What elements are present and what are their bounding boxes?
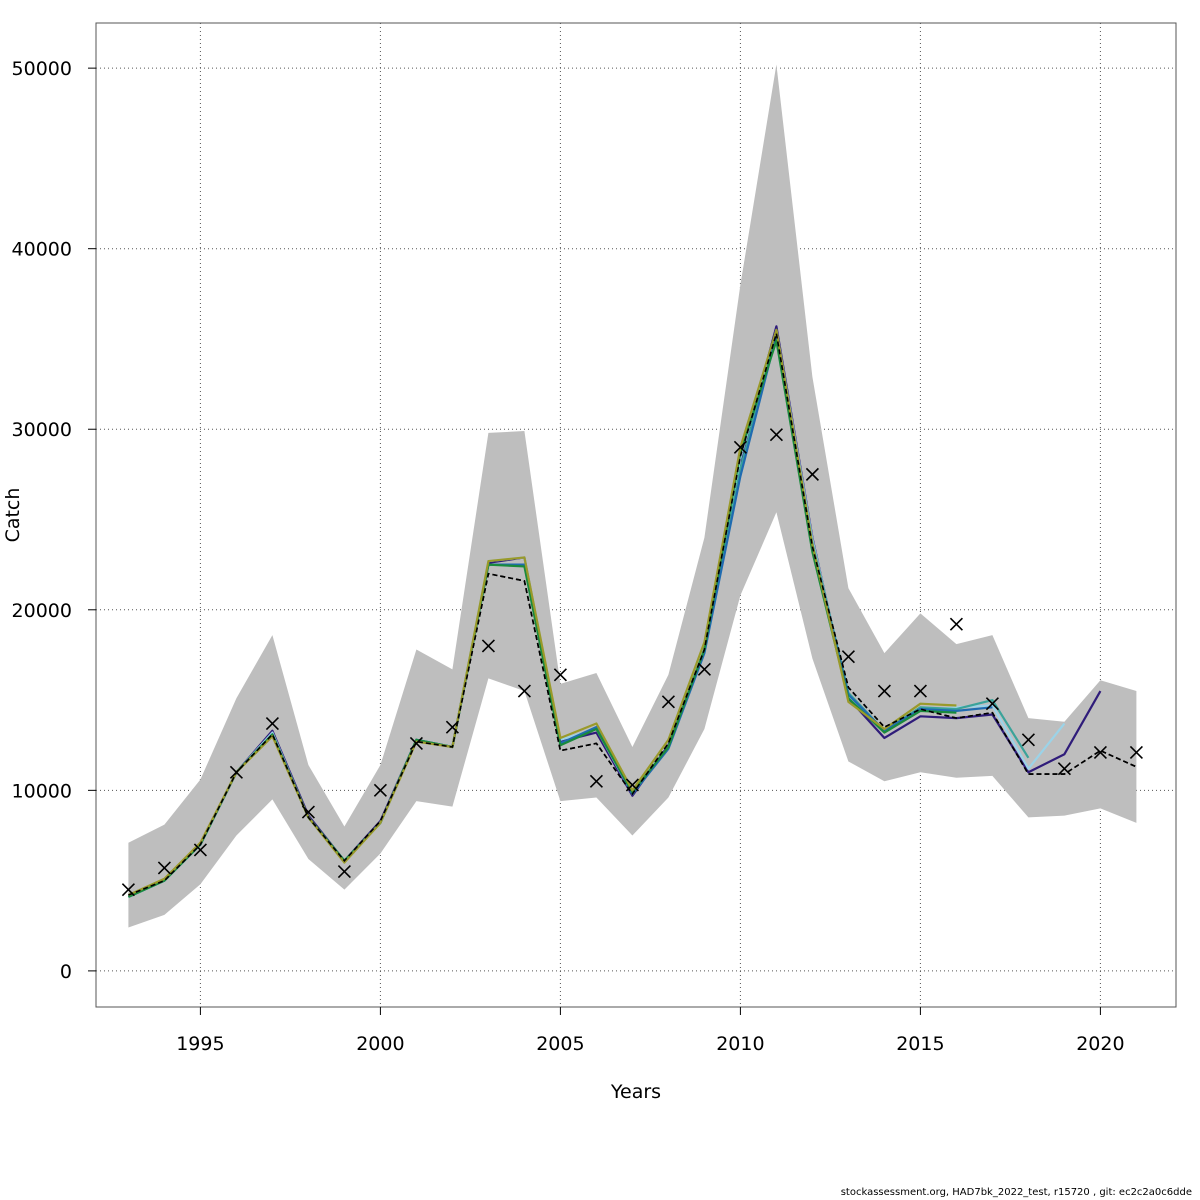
y-axis-title: Catch bbox=[2, 488, 24, 543]
x-tick-label: 2000 bbox=[356, 1033, 404, 1055]
y-tick-label: 40000 bbox=[12, 239, 72, 261]
observed-point bbox=[697, 662, 711, 676]
grid-lines bbox=[96, 23, 1176, 1007]
plot-frame bbox=[95, 22, 1177, 1008]
y-tick-label: 10000 bbox=[12, 780, 72, 802]
observed-point bbox=[157, 861, 171, 875]
observed-point bbox=[1093, 745, 1107, 759]
series-line-3 bbox=[127, 328, 1066, 897]
y-tick-label: 0 bbox=[60, 961, 72, 983]
observed-point bbox=[949, 617, 963, 631]
x-axis-ticks: 1995 2000 2005 2010 2015 2020 bbox=[176, 1007, 1125, 1055]
observed-point bbox=[301, 805, 315, 819]
observed-point bbox=[625, 778, 639, 792]
observed-point bbox=[841, 650, 855, 664]
observed-point bbox=[877, 684, 891, 698]
x-tick-label: 2015 bbox=[896, 1033, 944, 1055]
series-line-1-overlay bbox=[128, 333, 1137, 896]
observed-point bbox=[373, 783, 387, 797]
observed-point bbox=[193, 843, 207, 857]
observed-point bbox=[517, 684, 531, 698]
observed-point bbox=[121, 883, 135, 897]
observed-point bbox=[733, 440, 747, 454]
confidence-band bbox=[128, 64, 1137, 928]
observed-point bbox=[1057, 762, 1071, 776]
observed-point bbox=[769, 428, 783, 442]
observed-point bbox=[553, 668, 567, 682]
observed-point bbox=[805, 467, 819, 481]
series-line-4 bbox=[127, 332, 1030, 898]
series-lines bbox=[127, 325, 1137, 898]
observed-point bbox=[265, 716, 279, 731]
x-tick-label: 2020 bbox=[1076, 1033, 1124, 1055]
observed-point bbox=[229, 765, 243, 779]
observed-point bbox=[913, 684, 927, 698]
x-axis-title: Years bbox=[610, 1081, 661, 1103]
observed-point bbox=[481, 639, 495, 653]
confidence-band-area bbox=[128, 64, 1137, 928]
y-tick-label: 50000 bbox=[12, 58, 72, 80]
observed-point bbox=[445, 720, 459, 734]
observed-point bbox=[661, 695, 675, 709]
observed-point bbox=[1021, 733, 1035, 747]
observed-point bbox=[985, 697, 999, 711]
x-tick-label: 2005 bbox=[536, 1033, 584, 1055]
footer-credit: stockassessment.org, HAD7bk_2022_test, r… bbox=[840, 1187, 1192, 1198]
observed-points bbox=[121, 428, 1143, 897]
observed-point bbox=[589, 774, 603, 788]
y-axis-ticks: 0 10000 20000 30000 40000 50000 bbox=[12, 58, 96, 983]
y-tick-label: 30000 bbox=[12, 419, 72, 441]
y-tick-label: 20000 bbox=[12, 600, 72, 622]
observed-point bbox=[409, 736, 423, 750]
observed-point bbox=[1129, 745, 1143, 759]
observed-point bbox=[337, 865, 351, 879]
x-tick-label: 2010 bbox=[716, 1033, 764, 1055]
x-tick-label: 1995 bbox=[176, 1033, 224, 1055]
